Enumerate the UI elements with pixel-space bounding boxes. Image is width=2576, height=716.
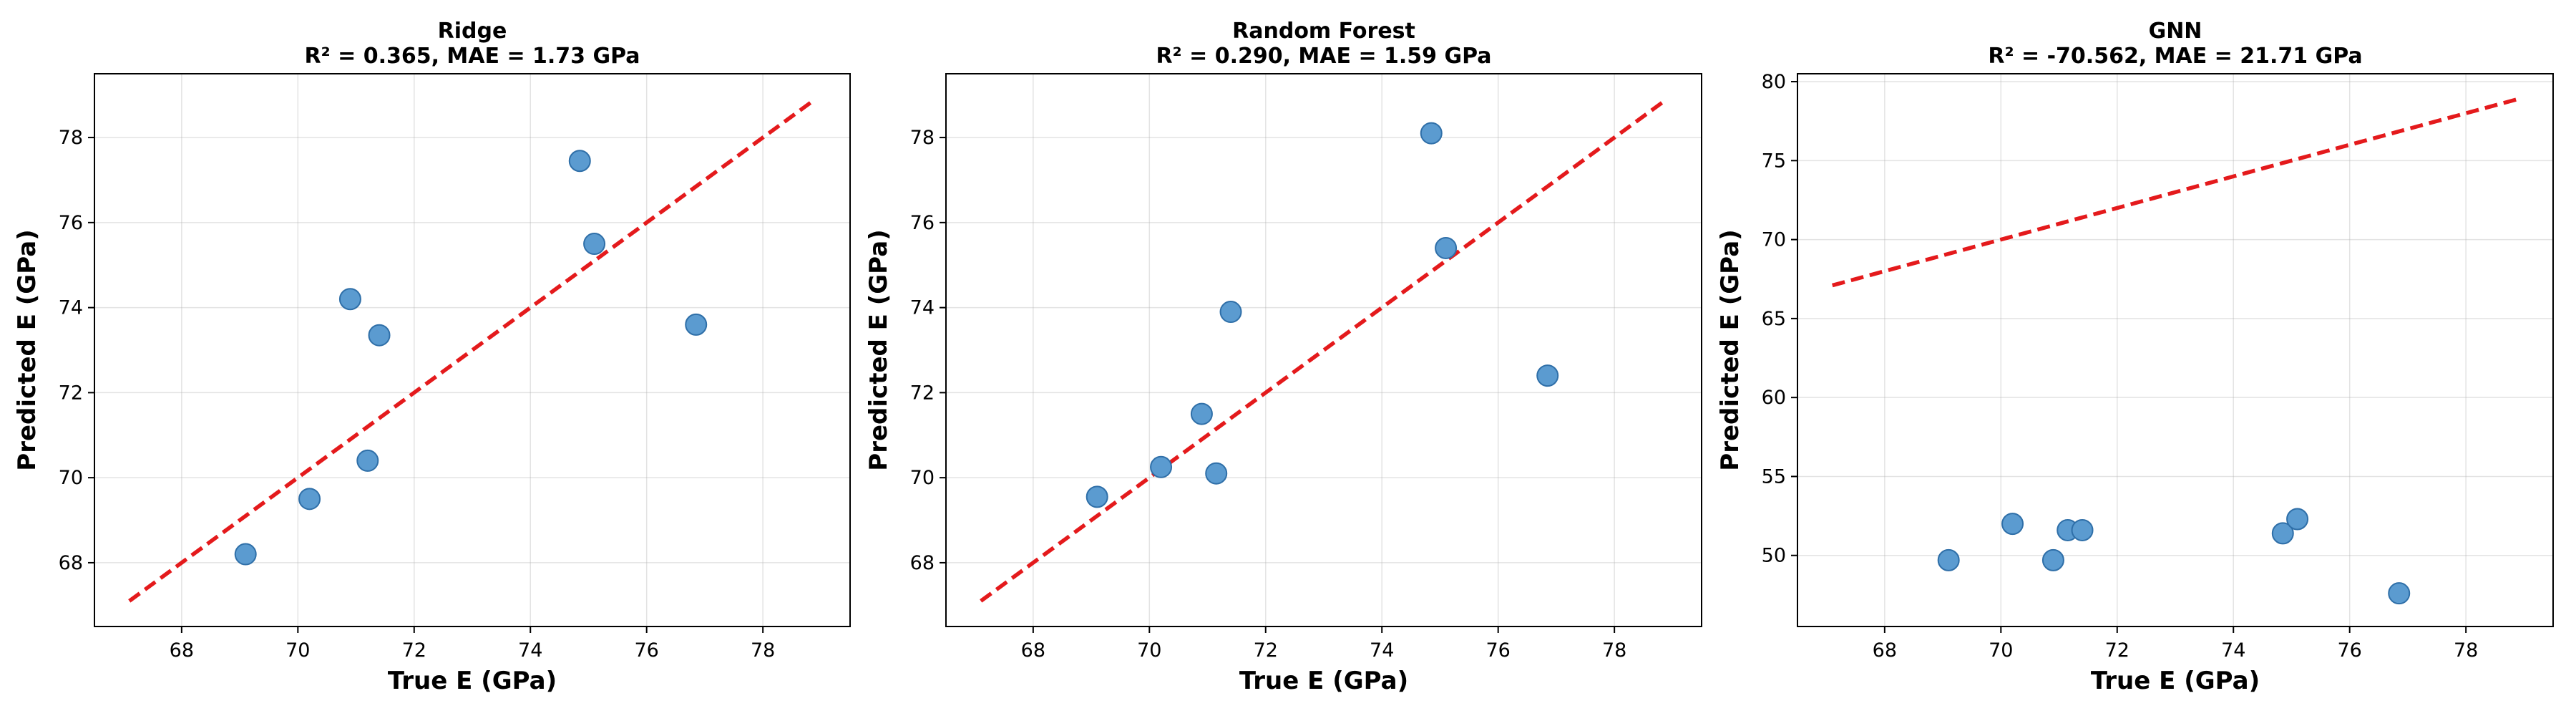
x-tick-label: 70 bbox=[1989, 639, 2013, 662]
chart-subtitle: R² = 0.290, MAE = 1.59 GPa bbox=[1156, 44, 1491, 69]
x-tick-label: 76 bbox=[635, 639, 659, 662]
data-point bbox=[1190, 402, 1213, 425]
x-tick-label: 70 bbox=[1137, 639, 1161, 662]
x-tick-label: 72 bbox=[2105, 639, 2129, 662]
data-point bbox=[1085, 485, 1108, 508]
data-point bbox=[583, 233, 606, 256]
data-point bbox=[1536, 364, 1559, 387]
x-tick-label: 74 bbox=[2221, 639, 2245, 662]
data-point bbox=[1150, 455, 1173, 478]
data-point bbox=[2001, 513, 2024, 536]
plot-frame bbox=[945, 73, 1702, 627]
y-tick-label: 74 bbox=[910, 297, 935, 319]
data-point bbox=[2388, 582, 2411, 605]
y-tick-label: 70 bbox=[910, 467, 935, 489]
data-point bbox=[1435, 236, 1458, 259]
data-point bbox=[2286, 508, 2309, 531]
reference-line bbox=[1832, 97, 2519, 288]
data-point bbox=[2071, 518, 2094, 541]
x-tick-label: 78 bbox=[1602, 639, 1626, 662]
x-axis-label: True E (GPa) bbox=[1239, 667, 1408, 695]
y-axis-label: Predicted E (GPa) bbox=[864, 229, 893, 470]
chart-title: GNN bbox=[2149, 19, 2202, 44]
y-tick-label: 70 bbox=[59, 467, 83, 489]
x-tick-label: 68 bbox=[1873, 639, 1897, 662]
x-tick-label: 74 bbox=[518, 639, 542, 662]
y-tick-label: 68 bbox=[910, 552, 935, 574]
chart-subtitle: R² = -70.562, MAE = 21.71 GPa bbox=[1988, 44, 2362, 69]
y-tick-label: 76 bbox=[910, 212, 935, 234]
data-point bbox=[685, 313, 708, 336]
y-tick-label: 80 bbox=[1762, 71, 1786, 93]
x-axis-label: True E (GPa) bbox=[2091, 667, 2260, 695]
data-point bbox=[368, 324, 391, 347]
chart-subtitle: R² = 0.365, MAE = 1.73 GPa bbox=[304, 44, 640, 69]
y-axis-label: Predicted E (GPa) bbox=[13, 229, 42, 470]
data-point bbox=[1219, 301, 1242, 324]
data-point bbox=[568, 150, 591, 173]
y-tick-label: 72 bbox=[910, 382, 935, 404]
y-tick-label: 78 bbox=[59, 127, 83, 149]
x-tick-label: 72 bbox=[402, 639, 426, 662]
data-point bbox=[1420, 122, 1443, 145]
y-tick-label: 76 bbox=[59, 212, 83, 234]
data-point bbox=[2271, 522, 2294, 545]
y-tick-label: 70 bbox=[1762, 229, 1786, 251]
y-tick-label: 50 bbox=[1762, 545, 1786, 567]
y-tick-label: 68 bbox=[59, 552, 83, 574]
chart-random-forest: 68 70 72 74 76 78 68 70 72 74 76 78 Random ForestR² … bbox=[864, 19, 1702, 695]
data-point bbox=[2041, 548, 2064, 571]
x-tick-label: 72 bbox=[1254, 639, 1278, 662]
x-tick-label: 78 bbox=[751, 639, 775, 662]
reference-line bbox=[128, 97, 816, 603]
y-tick-label: 60 bbox=[1762, 387, 1786, 409]
x-tick-label: 68 bbox=[170, 639, 194, 662]
x-tick-label: 76 bbox=[1486, 639, 1511, 662]
y-tick-label: 75 bbox=[1762, 150, 1786, 172]
y-tick-label: 65 bbox=[1762, 308, 1786, 330]
reference-line bbox=[980, 97, 1668, 603]
x-tick-label: 70 bbox=[286, 639, 310, 662]
chart-title: Ridge bbox=[438, 19, 507, 44]
data-point bbox=[298, 488, 321, 511]
data-point bbox=[234, 543, 257, 566]
y-tick-label: 74 bbox=[59, 297, 83, 319]
plot-frame bbox=[94, 73, 851, 627]
x-axis-label: True E (GPa) bbox=[388, 667, 557, 695]
data-point bbox=[356, 449, 379, 472]
y-axis-label: Predicted E (GPa) bbox=[1716, 229, 1745, 470]
data-point bbox=[1205, 462, 1228, 485]
x-tick-label: 76 bbox=[2338, 639, 2362, 662]
x-tick-label: 78 bbox=[2454, 639, 2478, 662]
data-point bbox=[1937, 548, 1960, 571]
plot-frame bbox=[1797, 73, 2554, 627]
y-tick-label: 55 bbox=[1762, 465, 1786, 488]
y-tick-label: 78 bbox=[910, 127, 935, 149]
x-tick-label: 74 bbox=[1370, 639, 1394, 662]
x-tick-label: 68 bbox=[1021, 639, 1045, 662]
chart-title: Random Forest bbox=[1232, 19, 1415, 44]
data-point bbox=[338, 288, 361, 311]
y-tick-label: 72 bbox=[59, 382, 83, 404]
